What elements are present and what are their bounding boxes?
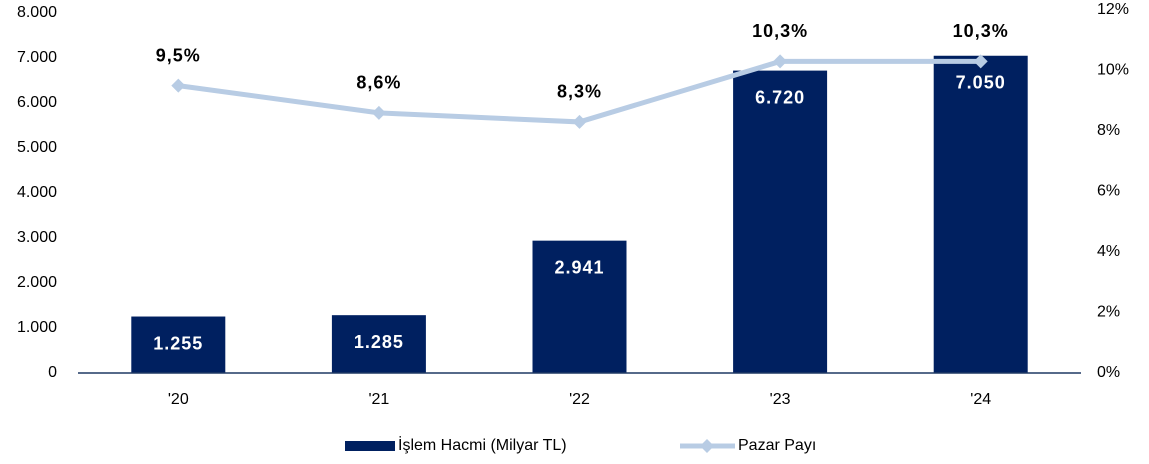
- y2-tick-label: 2%: [1097, 304, 1120, 321]
- x-tick-label: '24: [970, 391, 991, 408]
- line-marker: [572, 114, 587, 129]
- y2-tick-label: 6%: [1097, 183, 1120, 200]
- y-tick-label: 1.000: [17, 319, 57, 336]
- legend-label: İşlem Hacmi (Milyar TL): [398, 435, 567, 454]
- y2-tick-label: 12%: [1097, 1, 1129, 18]
- line-marker: [973, 54, 988, 69]
- y-tick-label: 2.000: [17, 274, 57, 291]
- x-tick-label: '21: [368, 391, 389, 408]
- bar: [532, 240, 627, 373]
- y2-tick-label: 4%: [1097, 243, 1120, 260]
- line-value-label: 10,3%: [953, 21, 1009, 41]
- y2-tick-label: 8%: [1097, 122, 1120, 139]
- y2-tick-label: 0%: [1097, 364, 1120, 381]
- bar: [933, 55, 1028, 373]
- line-value-label: 10,3%: [752, 21, 808, 41]
- y-tick-label: 5.000: [17, 139, 57, 156]
- bar-value-label: 7.050: [956, 73, 1006, 93]
- legend-label: Pazar Payı: [738, 437, 816, 454]
- y2-tick-label: 10%: [1097, 62, 1129, 79]
- x-tick-label: '23: [770, 391, 791, 408]
- y-tick-label: 0: [48, 364, 57, 381]
- line-value-label: 9,5%: [156, 45, 201, 65]
- y-tick-label: 6.000: [17, 94, 57, 111]
- y-tick-label: 4.000: [17, 184, 57, 201]
- y-tick-label: 3.000: [17, 229, 57, 246]
- line-value-label: 8,3%: [557, 82, 602, 102]
- bar: [331, 315, 426, 373]
- bar-value-label: 2.941: [554, 257, 604, 277]
- line-marker: [171, 78, 186, 93]
- y-tick-label: 7.000: [17, 49, 57, 66]
- bar: [733, 70, 828, 373]
- legend-marker: [700, 439, 714, 453]
- bar: [131, 316, 226, 373]
- bar-value-label: 1.255: [153, 333, 203, 353]
- line-marker: [371, 105, 386, 120]
- line-marker: [773, 54, 788, 69]
- bar-value-label: 1.285: [354, 332, 404, 352]
- legend-swatch: [345, 441, 395, 451]
- x-tick-label: '20: [168, 391, 189, 408]
- x-tick-label: '22: [569, 391, 590, 408]
- bar-value-label: 6.720: [755, 87, 805, 107]
- line-value-label: 8,6%: [356, 73, 401, 93]
- y-tick-label: 8.000: [17, 4, 57, 21]
